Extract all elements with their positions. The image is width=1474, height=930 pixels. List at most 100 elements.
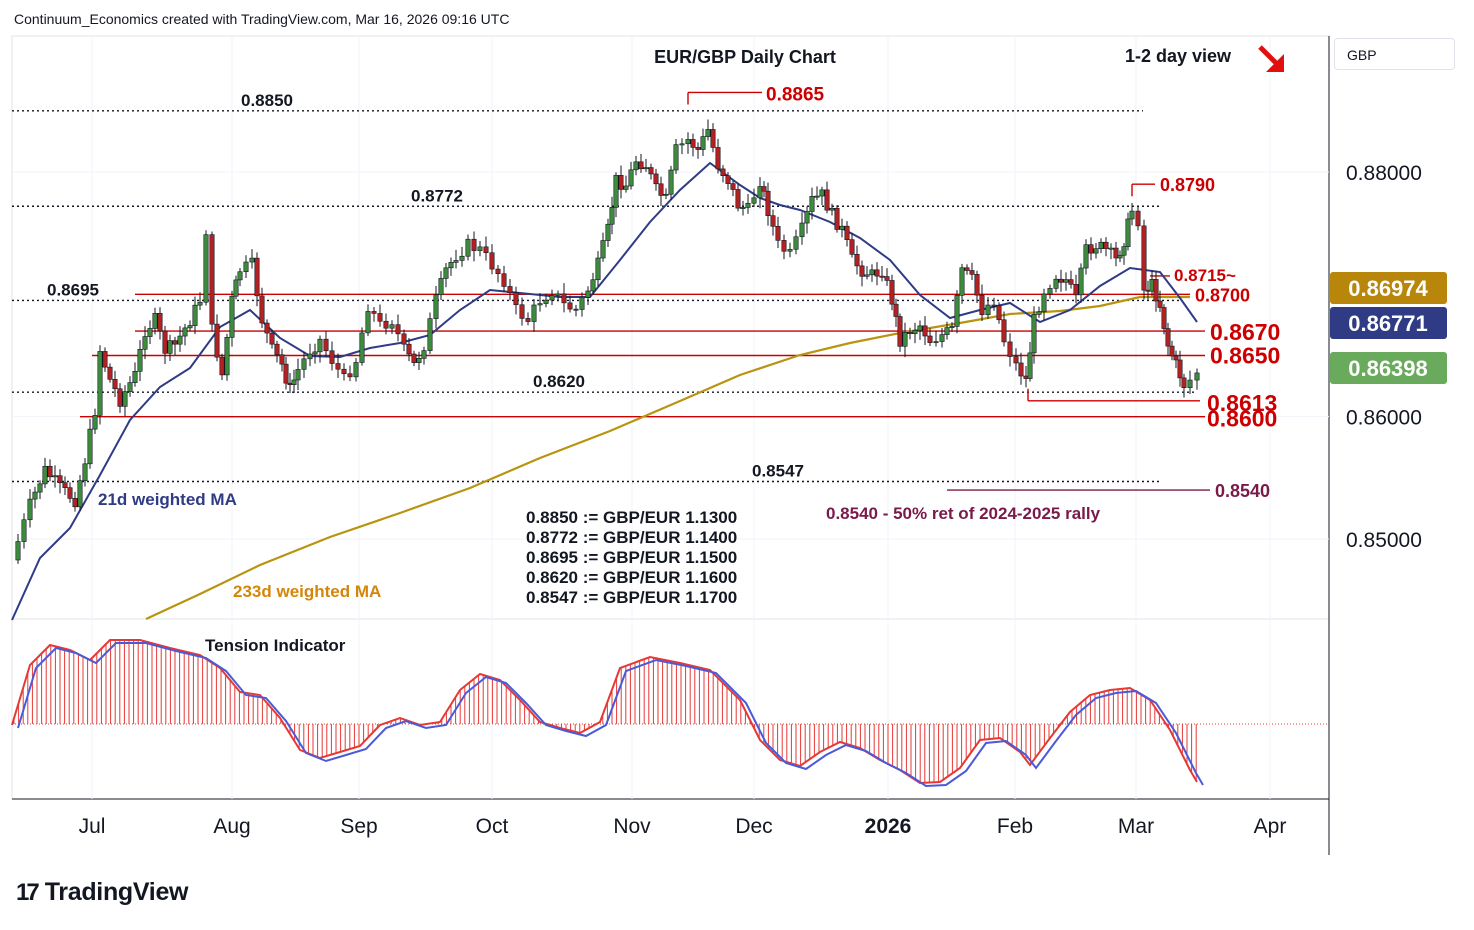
- candle-body: [411, 353, 417, 363]
- candle-body: [117, 388, 123, 407]
- level-label: 0.8547: [752, 462, 804, 481]
- indicator-label: Tension Indicator: [205, 636, 346, 655]
- candle-body: [1103, 241, 1109, 249]
- candle-body: [907, 332, 913, 334]
- candle-body: [32, 491, 38, 500]
- candle-body: [679, 143, 685, 146]
- candle-body: [1047, 288, 1053, 295]
- candle-body: [1078, 267, 1084, 296]
- candle-body: [122, 391, 128, 407]
- candle-body: [495, 268, 501, 274]
- candle-body: [307, 353, 313, 360]
- price-badge-label: 0.86974: [1348, 276, 1428, 301]
- candle-body: [874, 269, 880, 277]
- level-label: 0.8600: [1207, 406, 1277, 432]
- candle-body: [720, 168, 726, 176]
- candle-body: [162, 330, 168, 354]
- time-tick-label: Aug: [213, 815, 250, 838]
- candle-body: [147, 328, 153, 337]
- candle-body: [1141, 225, 1147, 291]
- candle-body: [443, 267, 449, 279]
- candle-body: [804, 211, 810, 224]
- candle-body: [1073, 284, 1079, 296]
- price-tick-label: 0.85000: [1346, 529, 1422, 552]
- conversion-line: 0.8772 := GBP/EUR 1.1400: [526, 528, 737, 547]
- candle-body: [377, 313, 383, 322]
- candle-body: [477, 246, 483, 251]
- candle-body: [643, 167, 649, 170]
- candle-body: [844, 225, 850, 240]
- candle-body: [775, 225, 781, 241]
- candle-body: [1041, 293, 1047, 313]
- candle-body: [725, 175, 731, 184]
- candle-body: [555, 293, 561, 296]
- candle-body: [197, 301, 203, 306]
- tradingview-logo[interactable]: 17 TradingView: [16, 878, 189, 907]
- candle-body: [274, 343, 280, 356]
- candle-body: [1031, 314, 1037, 354]
- candle-body: [1121, 246, 1127, 256]
- candle-body: [47, 465, 53, 478]
- candle-body: [1007, 341, 1013, 357]
- time-tick-label: Mar: [1118, 815, 1154, 838]
- candle-body: [507, 286, 513, 293]
- candle-body: [347, 373, 353, 378]
- candle-body: [152, 313, 158, 329]
- chart-labels: EUR/GBP Daily Chart 1-2 day view 21d wei…: [98, 45, 1284, 655]
- candle-body: [573, 308, 579, 311]
- candle-body: [1117, 254, 1123, 259]
- price-tick-label: 0.88000: [1346, 162, 1422, 185]
- candle-body: [902, 332, 908, 347]
- candle-body: [996, 305, 1002, 321]
- candle-body: [638, 161, 644, 170]
- candle-body: [854, 253, 860, 267]
- candle-body: [421, 350, 427, 359]
- candle-body: [1027, 352, 1033, 379]
- candle-body: [483, 246, 489, 254]
- candle-body: [214, 323, 220, 358]
- ma233-line: [145, 295, 1190, 620]
- candle-body: [690, 139, 696, 148]
- candle-body: [585, 290, 591, 298]
- candle-body: [613, 175, 619, 208]
- tradingview-logo-icon: 17: [16, 878, 40, 906]
- conversion-line: 0.8695 := GBP/EUR 1.1500: [526, 548, 737, 567]
- currency-label[interactable]: GBP: [1334, 38, 1455, 70]
- candle-body: [685, 139, 691, 145]
- candle-body: [735, 189, 741, 209]
- candle-body: [82, 463, 88, 481]
- time-tick-label: Jul: [79, 815, 106, 838]
- time-tick-label: Oct: [476, 815, 509, 838]
- candle-body: [177, 335, 183, 345]
- candle-body: [959, 267, 965, 296]
- candle-body: [537, 303, 543, 306]
- level-label: 0.8850: [241, 91, 293, 110]
- candle-body: [203, 234, 209, 303]
- candle-body: [87, 428, 93, 465]
- candle-body: [912, 330, 918, 334]
- candle-body: [944, 327, 950, 335]
- candle-body: [1058, 278, 1064, 283]
- candle-body: [395, 324, 401, 335]
- level-label: 0.8620: [533, 372, 585, 391]
- candle-body: [237, 271, 243, 281]
- candle-body: [406, 343, 412, 355]
- price-badge-label: 0.86398: [1348, 356, 1428, 381]
- candle-body: [312, 351, 318, 355]
- candle-body: [1173, 355, 1179, 361]
- candle-body: [21, 519, 27, 542]
- candle-body: [335, 363, 341, 370]
- candle-body: [579, 297, 585, 310]
- candle-body: [770, 215, 776, 227]
- candle-body: [1153, 279, 1159, 302]
- candle-body: [167, 340, 173, 354]
- price-badge: [1330, 272, 1447, 304]
- candle-body: [829, 207, 835, 211]
- candle-body: [323, 338, 329, 352]
- price-badge-label: 0.86771: [1348, 311, 1428, 336]
- candle-body: [648, 167, 654, 175]
- view-arrow-icon: [1258, 45, 1284, 72]
- candle-body: [889, 280, 895, 305]
- candle-body: [1187, 379, 1193, 388]
